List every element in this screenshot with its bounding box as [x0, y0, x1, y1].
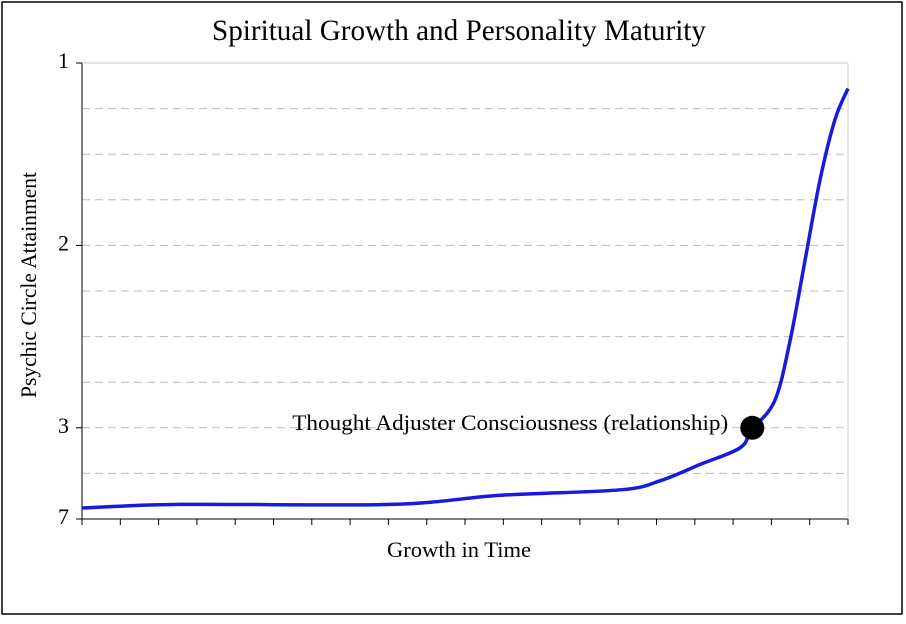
y-tick-label: 2	[58, 230, 69, 255]
frame	[1, 1, 903, 615]
y-tick-label: 1	[58, 48, 69, 73]
y-tick-label: 7	[58, 504, 69, 529]
x-axis-label: Growth in Time	[387, 537, 531, 562]
y-tick-label: 3	[58, 413, 69, 438]
annotation-marker	[740, 415, 765, 440]
chart-title: Spiritual Growth and Personality Maturit…	[212, 14, 706, 47]
annotation-label: Thought Adjuster Consciousness (relation…	[292, 410, 728, 435]
y-axis-label: Psychic Circle Attainment	[16, 172, 41, 398]
data-line	[81, 87, 850, 510]
